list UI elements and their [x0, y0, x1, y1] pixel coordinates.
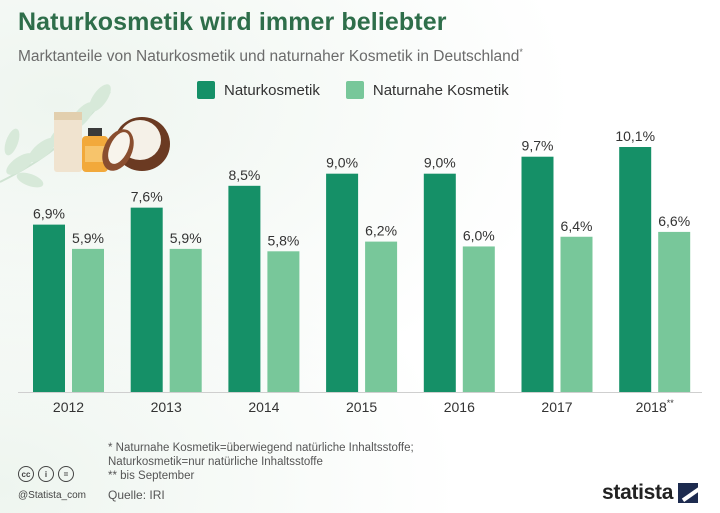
bar-naturnahe-kosmetik-2016[interactable]: [462, 246, 495, 392]
subtitle-footnote-mark: *: [519, 47, 523, 57]
legend: Naturkosmetik Naturnahe Kosmetik: [197, 81, 535, 99]
cc-icon: cc: [18, 466, 34, 482]
data-label: 5,8%: [267, 232, 299, 248]
footnote-line: Naturkosmetik=nur natürliche Inhaltsstof…: [108, 456, 323, 468]
x-tick-label: 2015: [346, 399, 377, 415]
x-tick-label: 2014: [248, 399, 279, 415]
data-label: 5,9%: [170, 230, 202, 246]
data-label: 9,0%: [424, 155, 456, 171]
bar-naturnahe-kosmetik-2012[interactable]: [72, 248, 104, 392]
x-tick-label: 2018**: [636, 398, 675, 415]
license-icons: cc i =: [18, 466, 78, 482]
data-label: 8,5%: [228, 167, 260, 183]
data-label: 6,6%: [658, 213, 690, 229]
data-label: 6,9%: [33, 206, 65, 222]
page-subtitle: Marktanteile von Naturkosmetik und natur…: [18, 47, 523, 66]
bar-naturnahe-kosmetik-2015[interactable]: [365, 241, 398, 392]
bar-naturnahe-kosmetik-2014[interactable]: [267, 251, 300, 392]
cosmetics-illustration: [54, 112, 170, 172]
data-label: 6,4%: [561, 218, 593, 234]
footnote-line: ** bis September: [108, 470, 195, 482]
bar-naturnahe-kosmetik-2017[interactable]: [560, 236, 593, 392]
data-label: 6,2%: [365, 223, 397, 239]
bar-naturkosmetik-2013[interactable]: [130, 207, 163, 392]
legend-item-naturkosmetik: Naturkosmetik: [197, 81, 320, 99]
bar-naturkosmetik-2014[interactable]: [228, 185, 261, 392]
source-note: Quelle: IRI: [108, 488, 165, 502]
legend-label-naturkosmetik: Naturkosmetik: [224, 81, 320, 99]
footnote-line: * Naturnahe Kosmetik=überwiegend natürli…: [108, 442, 414, 454]
legend-item-naturnahe-kosmetik: Naturnahe Kosmetik: [345, 81, 509, 99]
bar-naturnahe-kosmetik-2018[interactable]: [658, 231, 691, 392]
data-label: 9,7%: [522, 138, 554, 154]
data-label: 5,9%: [72, 230, 104, 246]
statista-logo[interactable]: statista: [602, 481, 699, 505]
statista-handle: @Statista_com: [18, 490, 86, 501]
data-label: 9,0%: [326, 155, 358, 171]
bar-naturkosmetik-2018[interactable]: [619, 147, 652, 392]
data-label: 7,6%: [131, 189, 163, 205]
legend-label-naturnahe-kosmetik: Naturnahe Kosmetik: [372, 81, 509, 99]
bar-naturkosmetik-2017[interactable]: [521, 156, 554, 392]
statista-logo-text: statista: [602, 481, 674, 504]
x-tick-footnote-mark: **: [667, 398, 675, 408]
footnotes: * Naturnahe Kosmetik=überwiegend natürli…: [108, 441, 414, 483]
legend-swatch-naturnahe-kosmetik: [345, 81, 364, 99]
bar-naturkosmetik-2015[interactable]: [326, 173, 359, 392]
page-title: Naturkosmetik wird immer beliebter: [18, 8, 447, 36]
data-label: 10,1%: [615, 128, 655, 144]
x-tick-label: 2012: [53, 399, 84, 415]
subtitle-text: Marktanteile von Naturkosmetik und natur…: [18, 48, 520, 66]
x-tick-label: 2016: [444, 399, 475, 415]
legend-swatch-naturkosmetik: [197, 81, 215, 99]
bar-naturnahe-kosmetik-2013[interactable]: [169, 248, 202, 392]
bar-naturkosmetik-2016[interactable]: [423, 173, 456, 392]
bar-naturkosmetik-2012[interactable]: [33, 224, 65, 392]
no-derivatives-icon: =: [58, 466, 74, 482]
statista-logo-icon: [678, 483, 699, 503]
data-label: 6,0%: [463, 227, 495, 243]
x-tick-label: 2017: [541, 399, 572, 415]
x-tick-label: 2013: [151, 399, 182, 415]
bar-chart: 6,9% 5,9% 2012 7,6% 5,9% 2013 8,5% 5,8% 2014 9,0%…: [18, 128, 702, 415]
attribution-icon: i: [38, 466, 54, 482]
